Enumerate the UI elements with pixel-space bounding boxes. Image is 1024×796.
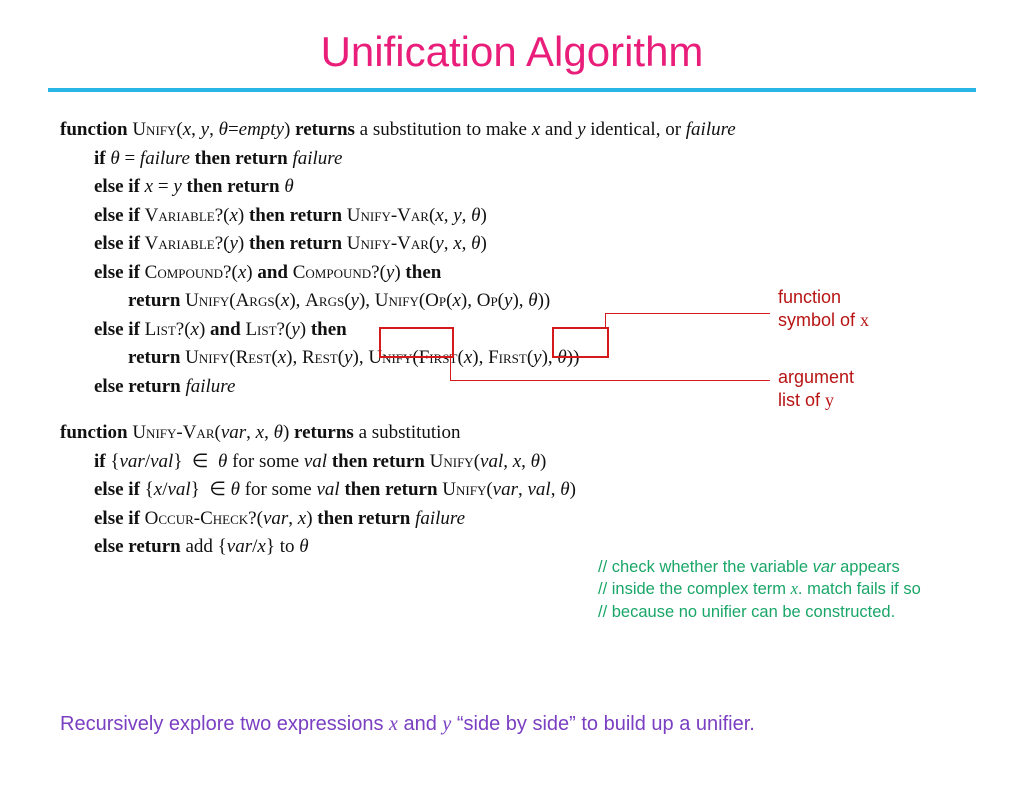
unify-l6a: else if List?(x) and List?(y) then (60, 316, 1024, 345)
title-rule (48, 88, 976, 92)
unify-l1: if θ = failure then return failure (60, 145, 1024, 174)
unify-l6b: return Unify(Rest(x), Rest(y), Unify(Fir… (60, 344, 1024, 373)
unify-l3: else if Variable?(x) then return Unify-V… (60, 202, 1024, 231)
annotation-func-symbol: functionsymbol of x (778, 286, 869, 333)
comment-l1: // check whether the variable var appear… (598, 556, 921, 578)
comment-occur-check: // check whether the variable var appear… (598, 556, 921, 623)
unify-l4: else if Variable?(y) then return Unify-V… (60, 230, 1024, 259)
annotation-arg-list: argumentlist of y (778, 366, 854, 413)
unifyvar-l2: else if {x/val} ∈ θ for some val then re… (60, 476, 1024, 505)
page-title: Unification Algorithm (0, 28, 1024, 76)
comment-l2: // inside the complex term x. match fail… (598, 578, 921, 600)
unify-l5b: return Unify(Args(x), Args(y), Unify(Op(… (60, 287, 1024, 316)
comment-l3: // because no unifier can be constructed… (598, 601, 921, 623)
unifyvar-l1: if {var/val} ∈ θ for some val then retur… (60, 448, 1024, 477)
footer-note: Recursively explore two expressions x an… (60, 713, 755, 736)
unify-l2: else if x = y then return θ (60, 173, 1024, 202)
unifyvar-l3: else if Occur-Check?(var, x) then return… (60, 505, 1024, 534)
pseudocode-block: function Unify(x, y, θ=empty) returns a … (60, 116, 1024, 562)
unify-signature: function Unify(x, y, θ=empty) returns a … (60, 116, 1024, 145)
unifyvar-signature: function Unify-Var(var, x, θ) returns a … (60, 419, 1024, 448)
unify-l7: else return failure (60, 373, 1024, 402)
unify-l5a: else if Compound?(x) and Compound?(y) th… (60, 259, 1024, 288)
